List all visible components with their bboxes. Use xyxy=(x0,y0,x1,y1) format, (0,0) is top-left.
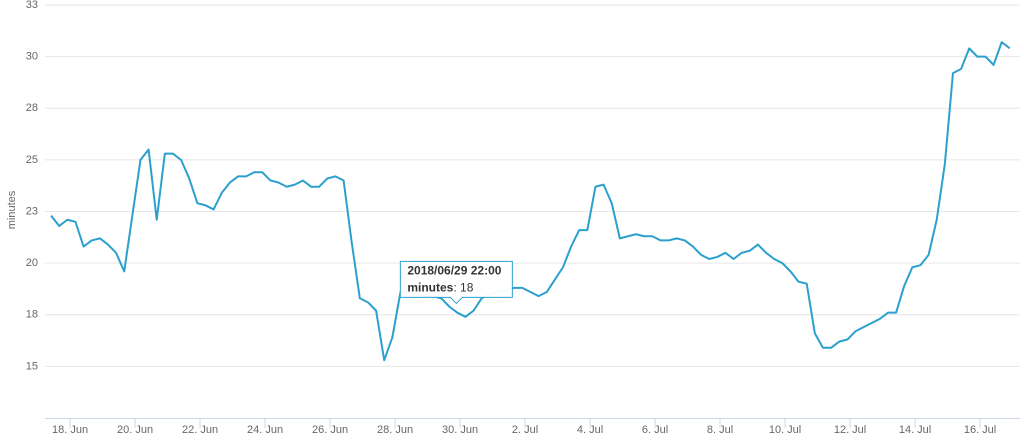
x-tick-label: 4. Jul xyxy=(577,424,603,436)
x-tick-label: 10. Jul xyxy=(769,424,801,436)
y-tick-label: 20 xyxy=(26,257,38,269)
tooltip: 2018/06/29 22:00 minutes: 18 xyxy=(399,260,513,305)
tooltip-series: minutes xyxy=(407,281,453,295)
y-axis-title: minutes xyxy=(6,190,18,229)
x-tick-label: 22. Jun xyxy=(182,424,218,436)
tooltip-row: minutes: 18 xyxy=(407,281,473,295)
tooltip-box xyxy=(399,260,513,305)
x-tick-label: 14. Jul xyxy=(899,424,931,436)
x-tick-label: 2. Jul xyxy=(512,424,538,436)
x-tick-label: 6. Jul xyxy=(642,424,668,436)
y-tick-label: 18 xyxy=(26,309,38,321)
x-tick-label: 28. Jun xyxy=(377,424,413,436)
x-tick-label: 16. Jul xyxy=(964,424,996,436)
x-tick-label: 18. Jun xyxy=(52,424,88,436)
x-tick-label: 26. Jun xyxy=(312,424,348,436)
x-tick-label: 30. Jun xyxy=(442,424,478,436)
y-tick-label: 25 xyxy=(26,154,38,166)
tooltip-value: 18 xyxy=(460,281,474,295)
x-tick-label: 8. Jul xyxy=(707,424,733,436)
y-tick-label: 30 xyxy=(26,51,38,63)
tooltip-title: 2018/06/29 22:00 xyxy=(407,264,501,278)
y-tick-label: 23 xyxy=(26,205,38,217)
y-tick-label: 33 xyxy=(26,0,38,11)
series-line xyxy=(50,41,1011,362)
x-tick-label: 12. Jul xyxy=(834,424,866,436)
y-tick-label: 15 xyxy=(26,360,38,372)
x-tick-label: 24. Jun xyxy=(247,424,283,436)
tooltip-sep: : xyxy=(453,281,460,295)
y-tick-label: 28 xyxy=(26,102,38,114)
x-tick-label: 20. Jun xyxy=(117,424,153,436)
